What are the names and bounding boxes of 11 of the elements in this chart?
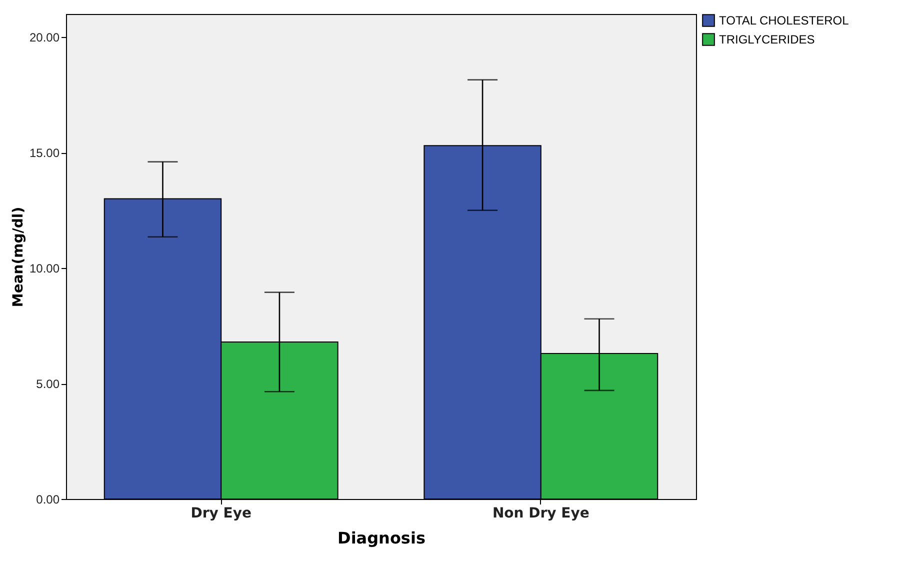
legend-label: TOTAL CHOLESTEROL bbox=[719, 14, 850, 28]
x-tick-label: Non Dry Eye bbox=[492, 506, 590, 522]
y-axis-title: Mean(mg/dl) bbox=[10, 206, 26, 308]
y-tick-label: 10.00 bbox=[29, 262, 60, 276]
y-tick-label: 15.00 bbox=[29, 146, 60, 160]
y-tick-label: 0.00 bbox=[36, 492, 60, 506]
y-tick-label: 5.00 bbox=[36, 377, 60, 392]
y-tick-label: 20.00 bbox=[29, 30, 60, 45]
x-tick-label: Dry Eye bbox=[190, 506, 252, 522]
legend-label: TRIGLYCERIDES bbox=[719, 32, 815, 46]
x-axis-title: Diagnosis bbox=[338, 528, 426, 548]
